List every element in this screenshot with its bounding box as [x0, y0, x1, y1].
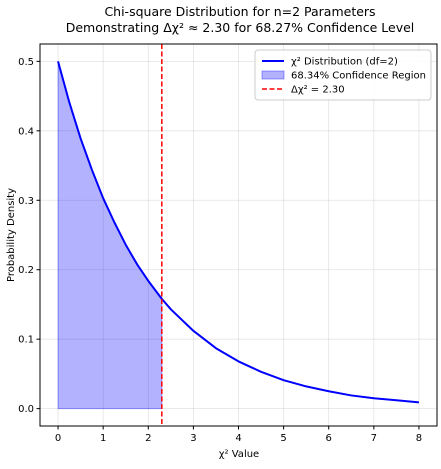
distribution-line	[57, 61, 420, 404]
x-axis-ticks: 0 1 2 3 4 5 6 7 8	[55, 426, 422, 444]
legend-box	[254, 49, 432, 101]
legend-fill-swatch	[261, 70, 285, 80]
chart-title: Chi-square Distribution for n=2 Paramete…	[104, 4, 375, 19]
x-tick-label: 4	[235, 433, 241, 444]
y-tick-label: 0.3	[18, 196, 34, 207]
x-tick-label: 5	[280, 433, 286, 444]
y-tick-label: 0.0	[18, 404, 34, 415]
legend-label-region: 68.34% Confidence Region	[291, 71, 426, 82]
y-tick-label: 0.1	[18, 335, 34, 346]
x-tick-label: 3	[190, 433, 196, 444]
y-tick-label: 0.4	[18, 126, 34, 137]
line-layer	[57, 61, 420, 404]
chart-subtitle: Demonstrating Δχ² ≈ 2.30 for 68.27% Conf…	[66, 20, 415, 35]
grid-layer	[40, 44, 437, 426]
x-axis-label: χ² Value	[219, 449, 259, 460]
y-axis-label: Probability Density	[6, 188, 17, 282]
x-tick-label: 1	[100, 433, 106, 444]
legend-label-threshold: Δχ² = 2.30	[291, 85, 345, 96]
y-tick-label: 0.2	[18, 265, 34, 276]
y-axis-ticks: 0.0 0.1 0.2 0.3 0.4 0.5	[18, 57, 40, 415]
legend-label-distribution: χ² Distribution (df=2)	[291, 57, 398, 68]
legend: χ² Distribution (df=2) 68.34% Confidence…	[254, 49, 432, 101]
y-tick-label: 0.5	[18, 57, 34, 68]
x-tick-label: 6	[326, 433, 332, 444]
x-tick-label: 2	[145, 433, 151, 444]
x-tick-label: 0	[55, 433, 61, 444]
x-tick-label: 7	[371, 433, 377, 444]
x-tick-label: 8	[416, 433, 422, 444]
